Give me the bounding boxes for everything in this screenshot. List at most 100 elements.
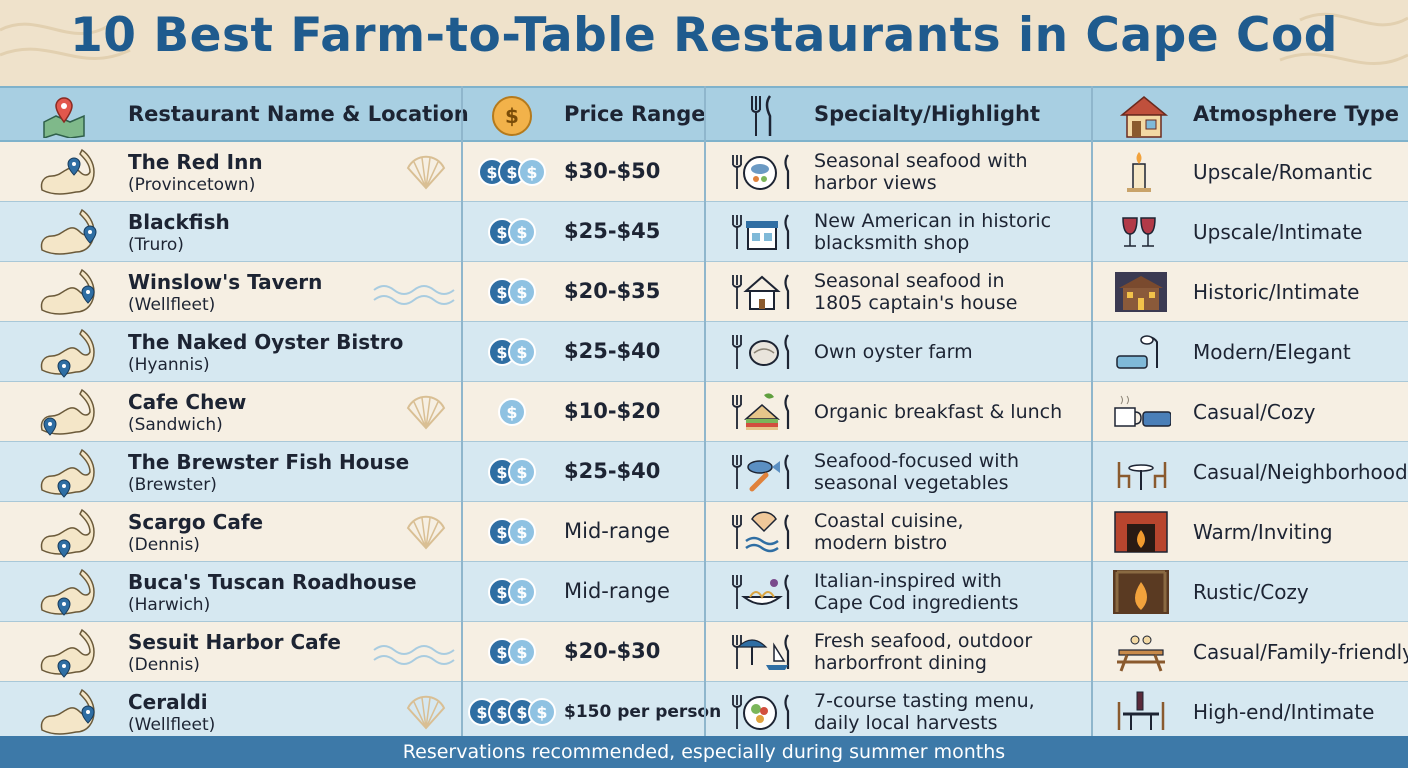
picnic-table-icon (1117, 635, 1165, 672)
specialty-line: Coastal cuisine, (814, 510, 964, 532)
shell-icon (406, 395, 446, 430)
specialty-text: New American in historic blacksmith shop (814, 210, 1051, 254)
sandwich-icon (732, 393, 790, 430)
svg-text:$: $ (516, 223, 527, 242)
header-atmosphere: Atmosphere Type (1193, 102, 1400, 126)
specialty-line: Own oyster farm (814, 341, 973, 363)
specialty-text: Organic breakfast & lunch (814, 401, 1062, 423)
shell-wave-icon (732, 511, 790, 553)
svg-text:$: $ (496, 283, 507, 302)
header-price: Price Range (564, 102, 706, 126)
atmosphere-type: Historic/Intimate (1193, 280, 1360, 304)
specialty-text: 7-course tasting menu, daily local harves… (814, 690, 1035, 734)
svg-text:$: $ (516, 463, 527, 482)
svg-text:$: $ (516, 703, 527, 722)
restaurant-name: The Brewster Fish House (128, 450, 410, 474)
svg-text:$: $ (506, 163, 517, 182)
umbrella-boat-icon (732, 634, 790, 670)
house-icon (732, 274, 790, 310)
oyster-icon (732, 334, 790, 369)
svg-text:$: $ (516, 523, 527, 542)
restaurant-name: Sesuit Harbor Cafe (128, 630, 341, 654)
cape-cod-map-icon (40, 688, 95, 735)
specialty-line: New American in historic (814, 210, 1052, 232)
price-range: $150 per person (564, 702, 722, 722)
specialty-text: Coastal cuisine, modern bistro (814, 510, 964, 554)
restaurant-location: (Sandwich) (128, 415, 223, 435)
coffee-sofa-icon (1114, 395, 1171, 427)
shell-icon (406, 515, 446, 550)
cape-cod-map-icon (40, 568, 95, 616)
wine-glasses-icon (1122, 217, 1156, 247)
page-title: 10 Best Farm-to-Table Restaurants in Cap… (70, 8, 1338, 63)
price-range: $25-$45 (564, 219, 661, 243)
atmosphere-type: Upscale/Intimate (1193, 220, 1363, 244)
svg-text:$: $ (496, 223, 507, 242)
restaurant-name: Scargo Cafe (128, 510, 264, 534)
specialty-text: Italian-inspired with Cape Cod ingredient… (814, 570, 1019, 614)
pasta-icon (732, 574, 790, 609)
cape-cod-map-icon (40, 508, 95, 558)
svg-text:$: $ (496, 343, 507, 362)
atmosphere-type: Rustic/Cozy (1193, 580, 1309, 604)
price-range: $10-$20 (564, 399, 661, 423)
shop-icon (732, 214, 790, 250)
wave-decoration (0, 12, 1408, 65)
salad-plate-icon (732, 694, 790, 730)
specialty-line: blacksmith shop (814, 232, 970, 254)
svg-text:$: $ (476, 703, 487, 722)
restaurant-location: (Dennis) (128, 535, 200, 555)
cape-cod-map-icon (40, 328, 95, 378)
svg-text:$: $ (505, 104, 519, 128)
price-range: $30-$50 (564, 159, 661, 183)
atmosphere-type: High-end/Intimate (1193, 700, 1375, 724)
svg-text:$: $ (536, 703, 547, 722)
price-range: $20-$35 (564, 279, 661, 303)
column-divider (461, 86, 463, 736)
column-divider (704, 86, 706, 736)
specialty-line: Italian-inspired with (814, 570, 1002, 592)
cape-cod-map-icon (40, 148, 95, 195)
coin-stack-icon: $ $ (488, 458, 536, 486)
atmosphere-type: Modern/Elegant (1193, 340, 1351, 364)
coin-stack-icon: $ $ (488, 278, 536, 306)
specialty-line: Seafood-focused with (814, 450, 1020, 472)
svg-text:$: $ (496, 643, 507, 662)
shell-icon (406, 695, 446, 730)
column-divider (1091, 86, 1093, 736)
house-icon (1119, 96, 1169, 138)
atmosphere-type: Casual/Cozy (1193, 400, 1316, 424)
fork-knife-icon (751, 95, 772, 136)
specialty-line: harbor views (814, 172, 937, 194)
restaurant-location: (Wellfleet) (128, 295, 216, 315)
cape-cod-map-icon (40, 628, 95, 678)
restaurant-location: (Harwich) (128, 595, 211, 615)
seafood-plate-icon (732, 154, 790, 190)
svg-text:$: $ (496, 703, 507, 722)
atmosphere-type: Casual/Neighborhood (1193, 460, 1408, 484)
header-specialty: Specialty/Highlight (814, 102, 1040, 126)
specialty-line: modern bistro (814, 532, 948, 554)
specialty-line: 7-course tasting menu, (814, 690, 1035, 712)
fireplace-icon (1114, 511, 1168, 553)
coin-stack-icon: $ $ (488, 218, 536, 246)
price-range: $25-$40 (564, 459, 661, 483)
wave-icon (373, 285, 455, 305)
cape-cod-map-icon (40, 388, 95, 436)
dollar-coin-icon: $ (492, 96, 532, 136)
specialty-text: Seafood-focused with seasonal vegetables (814, 450, 1019, 494)
restaurant-location: (Dennis) (128, 655, 200, 675)
specialty-line: 1805 captain's house (814, 292, 1018, 314)
restaurant-name: Blackfish (128, 210, 230, 234)
svg-text:$: $ (496, 523, 507, 542)
specialty-line: Seasonal seafood in (814, 270, 1005, 292)
specialty-text: Seasonal seafood with harbor views (814, 150, 1028, 194)
historic-house-icon (1115, 272, 1167, 312)
lamp-sofa-icon (1116, 335, 1158, 369)
svg-text:$: $ (496, 463, 507, 482)
coin-stack-icon: $ $ (488, 518, 536, 546)
cape-cod-map-icon (40, 268, 95, 315)
svg-text:$: $ (516, 643, 527, 662)
specialty-text: Seasonal seafood in 1805 captain's house (814, 270, 1017, 314)
coin-stack-icon: $ (498, 398, 526, 426)
